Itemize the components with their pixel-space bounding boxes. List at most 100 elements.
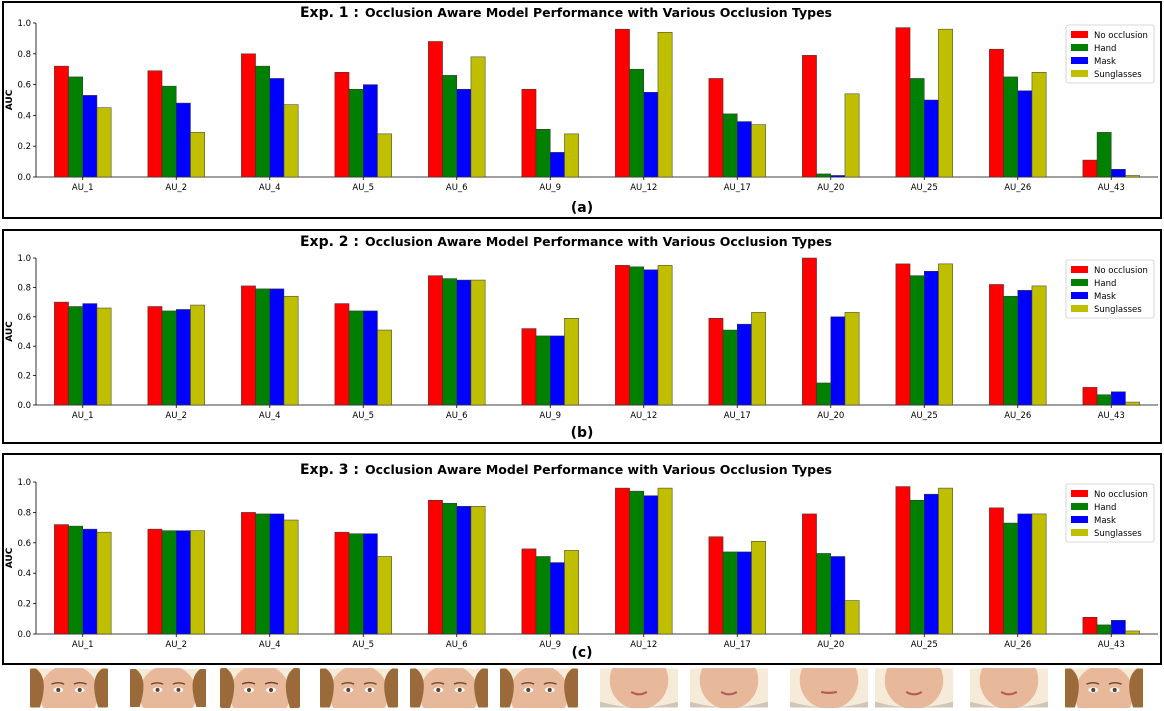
legend-swatch-hand xyxy=(1071,503,1088,510)
face-au-4 xyxy=(220,668,300,708)
bar-no-occlusion-au-1 xyxy=(54,65,69,178)
face-au-26 xyxy=(970,668,1048,708)
bar-no-occlusion-au-5 xyxy=(334,303,350,406)
chart-title-text: Occlusion Aware Model Performance with V… xyxy=(365,234,832,249)
bar-sunglasses-au-5 xyxy=(377,556,392,635)
bar-no-occlusion-au-2 xyxy=(147,306,163,406)
legend-swatch-mask xyxy=(1071,516,1088,523)
bar-no-occlusion-au-6 xyxy=(428,41,443,178)
bar-no-occlusion-au-1 xyxy=(54,301,69,406)
bar-sunglasses-au-26 xyxy=(1031,513,1047,635)
bar-no-occlusion-au-4 xyxy=(241,285,256,406)
bar-hand-au-20 xyxy=(816,173,831,178)
x-tick-label: AU_6 xyxy=(446,183,468,193)
x-tick-label: AU_25 xyxy=(911,183,938,193)
y-axis-label: AUC xyxy=(5,321,15,342)
x-tick-label: AU_25 xyxy=(911,640,938,650)
chart-title-exp: Exp. 1 : xyxy=(300,5,359,21)
bar-mask-au-43 xyxy=(1111,391,1126,406)
bar-sunglasses-au-20 xyxy=(844,312,860,406)
bar-no-occlusion-au-25 xyxy=(895,263,911,406)
x-tick-label: AU_2 xyxy=(165,640,187,650)
bar-no-occlusion-au-12 xyxy=(615,265,630,406)
x-tick-label: AU_4 xyxy=(259,411,281,421)
bar-hand-au-2 xyxy=(161,530,177,635)
bar-hand-au-9 xyxy=(535,335,551,406)
x-tick-label: AU_6 xyxy=(446,640,468,650)
bar-hand-au-1 xyxy=(68,306,84,406)
bar-no-occlusion-au-4 xyxy=(241,512,256,635)
bar-mask-au-1 xyxy=(82,95,98,178)
x-tick-label: AU_5 xyxy=(352,183,374,193)
bar-sunglasses-au-4 xyxy=(283,295,299,406)
bar-sunglasses-au-43 xyxy=(1125,630,1140,635)
bar-no-occlusion-au-43 xyxy=(1082,159,1098,178)
legend-box xyxy=(1065,259,1155,319)
bar-hand-au-4 xyxy=(255,513,271,635)
bar-no-occlusion-au-25 xyxy=(895,27,911,178)
bar-hand-au-5 xyxy=(348,310,364,406)
x-tick-label: AU_9 xyxy=(539,640,561,650)
legend-label-mask: Mask xyxy=(1094,516,1116,526)
bar-mask-au-26 xyxy=(1017,90,1033,178)
bar-hand-au-17 xyxy=(722,113,738,178)
y-axis-label: AUC xyxy=(5,547,15,568)
y-tick-label: 0.8 xyxy=(17,50,31,60)
chart-title-text: Occlusion Aware Model Performance with V… xyxy=(365,462,832,477)
panel-caption: (a) xyxy=(571,200,593,216)
bar-mask-au-9 xyxy=(550,152,565,178)
x-tick-label: AU_26 xyxy=(1004,183,1031,193)
bar-no-occlusion-au-2 xyxy=(147,70,163,178)
bar-no-occlusion-au-2 xyxy=(147,528,163,635)
legend-swatch-no-occlusion xyxy=(1071,490,1088,497)
bar-sunglasses-au-20 xyxy=(844,600,860,635)
bar-mask-au-43 xyxy=(1111,620,1126,635)
panel-frame xyxy=(2,1,1162,219)
chart-title-exp: Exp. 2 : xyxy=(300,234,359,250)
bar-no-occlusion-au-26 xyxy=(989,284,1004,406)
x-tick-label: AU_5 xyxy=(352,411,374,421)
x-tick-label: AU_26 xyxy=(1004,640,1031,650)
legend-label-mask: Mask xyxy=(1094,292,1116,302)
bar-hand-au-1 xyxy=(68,76,84,178)
bar-mask-au-26 xyxy=(1017,513,1033,635)
bar-hand-au-25 xyxy=(909,78,925,178)
x-tick-label: AU_6 xyxy=(446,411,468,421)
x-tick-label: AU_43 xyxy=(1098,183,1125,193)
legend-label-sunglasses: Sunglasses xyxy=(1094,70,1142,80)
bar-hand-au-5 xyxy=(348,88,364,178)
face-au-1 xyxy=(30,668,108,708)
bar-sunglasses-au-1 xyxy=(96,531,112,635)
face-au-6 xyxy=(410,668,488,708)
legend-label-sunglasses: Sunglasses xyxy=(1094,305,1142,315)
legend-swatch-mask xyxy=(1071,292,1088,299)
x-tick-label: AU_1 xyxy=(72,183,94,193)
x-tick-label: AU_20 xyxy=(817,183,844,193)
bar-no-occlusion-au-20 xyxy=(802,257,817,406)
bar-sunglasses-au-4 xyxy=(283,104,299,178)
bar-hand-au-12 xyxy=(629,266,644,406)
chart-title-exp: Exp. 3 : xyxy=(300,462,359,478)
bar-no-occlusion-au-43 xyxy=(1082,617,1098,635)
bar-sunglasses-au-26 xyxy=(1031,285,1047,406)
chart-panel-3: Exp. 3 : Occlusion Aware Model Performanc… xyxy=(2,453,1162,665)
bar-sunglasses-au-26 xyxy=(1031,72,1047,178)
bar-hand-au-4 xyxy=(255,65,271,178)
bar-hand-au-20 xyxy=(816,553,831,635)
bar-hand-au-25 xyxy=(909,275,925,406)
x-tick-label: AU_43 xyxy=(1098,411,1125,421)
x-tick-label: AU_17 xyxy=(724,411,751,421)
x-tick-label: AU_4 xyxy=(259,183,281,193)
legend-label-sunglasses: Sunglasses xyxy=(1094,529,1142,539)
bar-sunglasses-au-5 xyxy=(377,329,392,406)
bar-hand-au-25 xyxy=(909,499,925,635)
legend-swatch-sunglasses xyxy=(1071,529,1088,536)
bar-mask-au-17 xyxy=(737,121,752,178)
y-tick-label: 0.8 xyxy=(17,283,31,293)
face-au-12 xyxy=(600,668,678,708)
bar-sunglasses-au-17 xyxy=(751,312,766,406)
chart-title: Exp. 2 : Occlusion Aware Model Performanc… xyxy=(300,234,832,250)
bar-sunglasses-au-2 xyxy=(190,304,205,406)
x-tick-label: AU_9 xyxy=(539,183,561,193)
bar-hand-au-1 xyxy=(68,525,84,635)
